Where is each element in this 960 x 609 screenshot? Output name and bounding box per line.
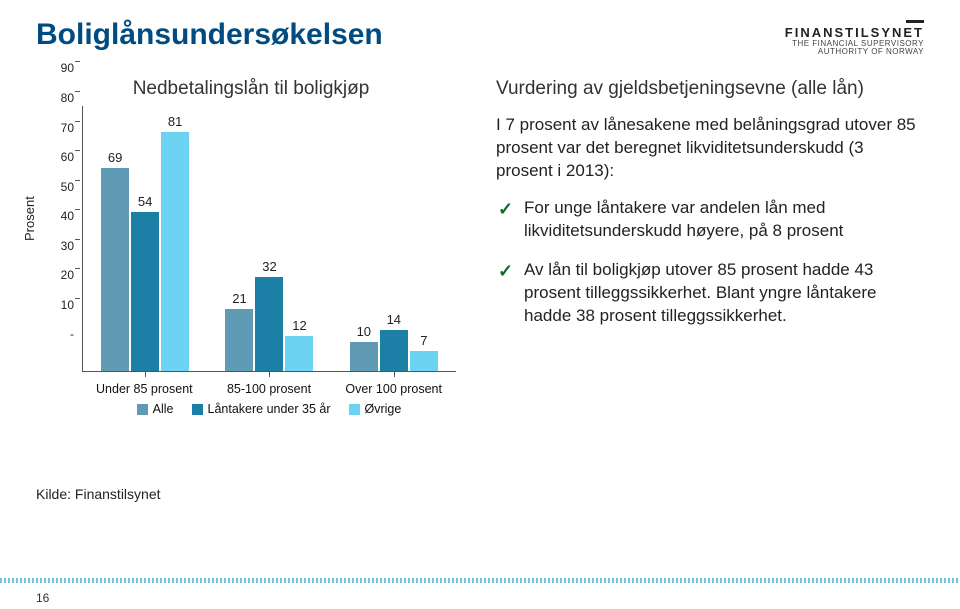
y-tick-label: 90 [61, 61, 74, 75]
bar: 54 [131, 212, 159, 372]
legend-label: Alle [153, 402, 174, 416]
legend-swatch-icon [192, 404, 203, 415]
x-tick-mark [394, 371, 395, 377]
bar: 7 [410, 351, 438, 372]
bar-group: 10147 [332, 106, 456, 371]
chart-legend: Alle Låntakere under 35 år Øvrige [82, 402, 456, 416]
page-title: Boliglånsundersøkelsen [36, 18, 383, 52]
bar-value-label: 32 [262, 259, 276, 274]
x-tick-mark [145, 371, 146, 377]
bar-value-label: 81 [168, 114, 182, 129]
x-axis-label: Under 85 prosent [82, 382, 207, 396]
bullet-item: Av lån til boligkjøp utover 85 prosent h… [496, 259, 924, 328]
x-axis-label: 85-100 prosent [207, 382, 332, 396]
y-tick-mark [75, 121, 80, 122]
bullet-item: For unge låntakere var andelen lån med l… [496, 197, 924, 243]
y-tick-mark [75, 268, 80, 269]
legend-item: Låntakere under 35 år [192, 402, 331, 416]
y-axis-label: Prosent [22, 197, 37, 242]
right-heading: Vurdering av gjeldsbetjeningsevne (alle … [496, 78, 924, 100]
bar-value-label: 14 [387, 312, 401, 327]
bar-chart: Prosent 102030405060708090- 695481213212… [36, 106, 456, 416]
header-row: Boliglånsundersøkelsen FINANSTILSYNET TH… [36, 18, 924, 56]
x-axis-labels: Under 85 prosent85-100 prosentOver 100 p… [82, 382, 456, 396]
y-axis-ticks: 102030405060708090- [36, 106, 80, 372]
right-column: Vurdering av gjeldsbetjeningsevne (alle … [496, 78, 924, 502]
y-tick-mark [75, 61, 80, 62]
y-tick-label: 80 [61, 91, 74, 105]
bar: 32 [255, 277, 283, 372]
bullet-list: For unge låntakere var andelen lån med l… [496, 197, 924, 328]
bar: 12 [285, 336, 313, 371]
footer-dotted-strip [0, 578, 960, 583]
legend-item: Alle [137, 402, 174, 416]
y-tick-label: 70 [61, 121, 74, 135]
bar-group: 695481 [83, 106, 207, 371]
bar-group: 213212 [207, 106, 331, 371]
bar-groups: 69548121321210147 [83, 106, 456, 371]
source-line: Kilde: Finanstilsynet [36, 486, 466, 502]
y-tick-label: 20 [61, 268, 74, 282]
logo: FINANSTILSYNET THE FINANCIAL SUPERVISORY… [785, 18, 924, 56]
logo-dash-icon [906, 20, 924, 23]
bar: 69 [101, 168, 129, 372]
plot-area: 69548121321210147 [82, 106, 456, 372]
bar-value-label: 69 [108, 150, 122, 165]
y-tick-mark [75, 209, 80, 210]
y-tick-mark [75, 91, 80, 92]
y-tick-label: 30 [61, 239, 74, 253]
legend-label: Låntakere under 35 år [208, 402, 331, 416]
y-tick-label: 40 [61, 209, 74, 223]
bar: 10 [350, 342, 378, 372]
page-number: 16 [36, 591, 49, 605]
slide: Boliglånsundersøkelsen FINANSTILSYNET TH… [0, 0, 960, 609]
bar-value-label: 54 [138, 194, 152, 209]
bar-value-label: 12 [292, 318, 306, 333]
y-tick-label: - [70, 327, 74, 341]
bar-value-label: 21 [232, 291, 246, 306]
y-tick-label: 50 [61, 180, 74, 194]
y-tick-mark [75, 239, 80, 240]
chart-subtitle: Nedbetalingslån til boligkjøp [36, 78, 466, 100]
legend-swatch-icon [137, 404, 148, 415]
bar: 14 [380, 330, 408, 371]
legend-label: Øvrige [365, 402, 402, 416]
left-column: Nedbetalingslån til boligkjøp Prosent 10… [36, 78, 466, 502]
y-tick-label: 10 [61, 298, 74, 312]
legend-item: Øvrige [349, 402, 402, 416]
x-tick-mark [269, 371, 270, 377]
bar-value-label: 10 [357, 324, 371, 339]
logo-sub2: AUTHORITY OF NORWAY [785, 48, 924, 56]
right-paragraph: I 7 prosent av lånesakene med belåningsg… [496, 114, 924, 183]
bar: 21 [225, 309, 253, 371]
y-tick-mark [75, 298, 80, 299]
content-columns: Nedbetalingslån til boligkjøp Prosent 10… [36, 78, 924, 502]
y-tick-label: 60 [61, 150, 74, 164]
logo-main: FINANSTILSYNET [785, 26, 924, 40]
y-tick-mark [75, 150, 80, 151]
bar-value-label: 7 [420, 333, 427, 348]
legend-swatch-icon [349, 404, 360, 415]
y-tick-mark [75, 180, 80, 181]
x-axis-label: Over 100 prosent [331, 382, 456, 396]
bar: 81 [161, 132, 189, 371]
